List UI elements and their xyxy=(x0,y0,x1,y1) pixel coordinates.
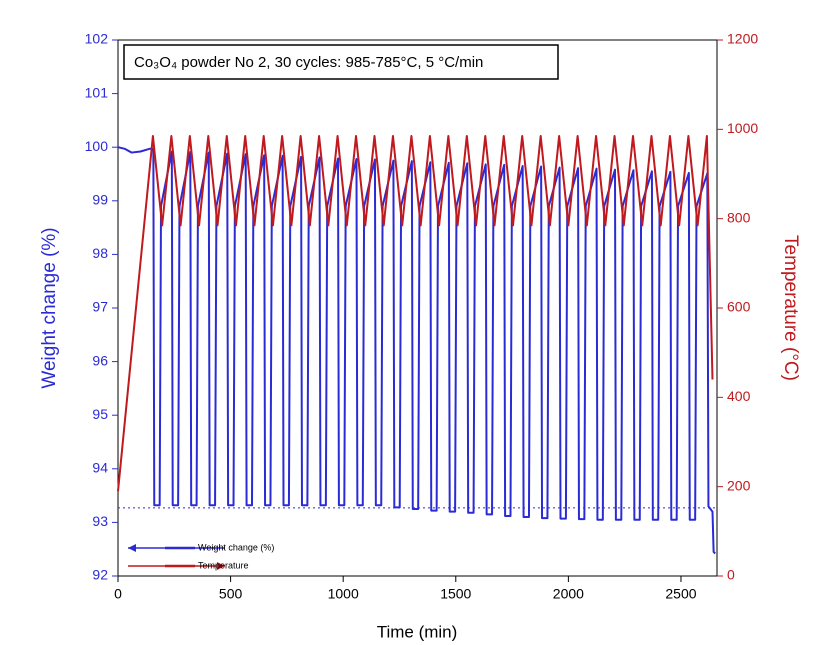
y-tick-label: 101 xyxy=(85,84,109,100)
x-tick-label: 0 xyxy=(114,586,122,602)
y2-tick-label: 0 xyxy=(727,567,735,583)
y-tick-label: 97 xyxy=(92,299,108,315)
x-axis-label: Time (min) xyxy=(377,622,458,641)
y2-tick-label: 600 xyxy=(727,299,751,315)
y-tick-label: 98 xyxy=(92,245,108,261)
y2-axis-label: Temperature (°C) xyxy=(780,235,801,381)
legend-label: Temperature xyxy=(198,560,249,570)
legend-arrow xyxy=(217,562,225,570)
y-tick-label: 102 xyxy=(85,31,109,47)
y-axis-label: Weight change (%) xyxy=(39,227,60,388)
x-tick-label: 1000 xyxy=(328,586,359,602)
title-box xyxy=(123,44,559,80)
y2-tick-label: 800 xyxy=(727,209,751,225)
y-tick-label: 99 xyxy=(92,192,108,208)
y-tick-label: 92 xyxy=(92,567,108,583)
y-tick-label: 94 xyxy=(92,460,108,476)
chart-title: Co₃O₄ powder No 2, 30 cycles: 985-785°C,… xyxy=(134,54,483,71)
x-tick-label: 2500 xyxy=(665,586,696,602)
series-line xyxy=(117,135,714,492)
y-tick-label: 100 xyxy=(85,138,109,154)
y2-tick-label: 200 xyxy=(727,477,751,493)
x-tick-label: 2000 xyxy=(553,586,584,602)
y-tick-label: 95 xyxy=(92,406,108,422)
legend-arrow xyxy=(128,544,136,552)
y2-tick-label: 1200 xyxy=(727,31,758,47)
x-tick-label: 1500 xyxy=(440,586,471,602)
y-tick-label: 93 xyxy=(92,513,108,529)
y2-tick-label: 1000 xyxy=(727,120,758,136)
y-tick-label: 96 xyxy=(92,352,108,368)
legend-label: Weight change (%) xyxy=(198,542,274,552)
x-tick-label: 500 xyxy=(219,586,243,602)
y2-tick-label: 400 xyxy=(727,388,751,404)
